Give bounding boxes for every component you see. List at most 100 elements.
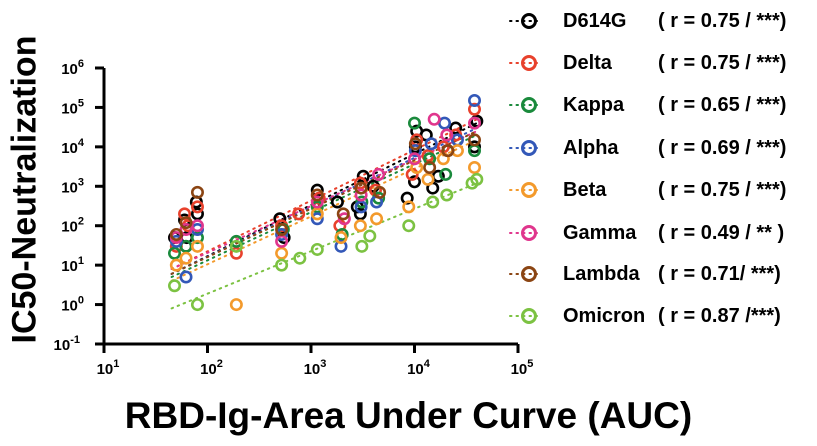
y-tick-label: 100 <box>61 295 84 315</box>
point-lambda <box>373 185 387 199</box>
point-gamma <box>372 167 386 181</box>
legend-item-alpha: Alpha ( r = 0.69 / ***) <box>507 133 786 163</box>
legend-correlation: ( r = 0.87 /***) <box>658 304 781 327</box>
legend-correlation: ( r = 0.71/ ***) <box>658 262 781 285</box>
legend-item-omicron: Omicron ( r = 0.87 /***) <box>507 301 781 331</box>
point-gamma <box>190 219 204 233</box>
point-alpha <box>468 93 482 107</box>
point-beta <box>229 298 243 312</box>
data-points <box>168 93 484 312</box>
point-beta <box>370 212 384 226</box>
y-tick-label: 105 <box>61 97 84 117</box>
legend-marker <box>507 175 563 205</box>
point-kappa <box>423 152 437 166</box>
point-beta <box>169 258 183 272</box>
point-alpha <box>354 200 368 214</box>
point-omicron <box>355 239 369 253</box>
x-tick-label: 102 <box>200 358 223 378</box>
legend-series-name: Beta <box>563 178 607 201</box>
point-omicron <box>470 172 484 186</box>
legend-item-beta: Beta ( r = 0.75 / ***) <box>507 175 786 205</box>
legend-item-kappa: Kappa ( r = 0.65 / ***) <box>507 90 786 120</box>
point-lambda <box>408 137 422 151</box>
point-beta <box>421 172 435 186</box>
point-alpha <box>310 212 324 226</box>
point-lambda <box>179 216 193 230</box>
legend-item-delta: Delta ( r = 0.75 / ***) <box>507 48 786 78</box>
point-kappa <box>407 116 421 130</box>
trend-line-omicron <box>170 182 478 310</box>
y-tick-label: 102 <box>61 216 84 236</box>
legend-item-gamma: Gamma ( r = 0.49 / ** ) <box>507 218 784 248</box>
y-ticks: 10-1 100 101 102 103 104 105 106 <box>54 58 104 354</box>
y-tick-label: 101 <box>61 255 84 275</box>
point-delta <box>229 246 243 260</box>
point-beta <box>353 219 367 233</box>
point-d614g <box>310 183 324 197</box>
legend-correlation: ( r = 0.69 / ***) <box>658 136 787 159</box>
point-lambda <box>354 181 368 195</box>
point-omicron <box>229 239 243 253</box>
legend-correlation: ( r = 0.75 / ***) <box>658 178 787 201</box>
x-tick-label: 103 <box>304 358 327 378</box>
point-omicron <box>293 251 307 265</box>
point-gamma <box>427 112 441 126</box>
point-gamma <box>275 234 289 248</box>
x-axis-label: RBD-Ig-Area Under Curve (AUC) <box>124 395 693 436</box>
x-tick-label: 104 <box>407 358 431 378</box>
legend-correlation: ( r = 0.49 / ** ) <box>658 221 785 244</box>
point-lambda <box>275 223 289 237</box>
point-lambda <box>310 188 324 202</box>
point-kappa <box>190 231 204 245</box>
point-beta <box>179 251 193 265</box>
point-omicron <box>310 242 324 256</box>
point-delta <box>353 176 367 190</box>
point-alpha <box>424 137 438 151</box>
point-d614g <box>400 191 414 205</box>
point-lambda <box>423 160 437 174</box>
point-omicron <box>168 279 182 293</box>
legend-marker <box>507 218 563 248</box>
point-lambda <box>336 207 350 221</box>
y-axis-label: IC50-Neutralization <box>5 35 44 344</box>
point-lambda <box>169 227 183 241</box>
point-alpha <box>408 144 422 158</box>
point-omicron <box>275 258 289 272</box>
legend-series-name: Kappa <box>563 93 625 116</box>
point-gamma <box>440 128 454 142</box>
legend-marker <box>507 90 563 120</box>
point-delta <box>190 200 204 214</box>
point-lambda <box>468 133 482 147</box>
point-gamma <box>468 116 482 130</box>
point-delta <box>292 207 306 221</box>
point-omicron <box>426 195 440 209</box>
point-kappa <box>439 167 453 181</box>
point-d614g <box>330 195 344 209</box>
legend-series-name: Omicron <box>563 304 646 327</box>
legend-marker <box>507 301 563 331</box>
point-kappa <box>229 234 243 248</box>
point-delta <box>178 207 192 221</box>
point-d614g <box>356 169 370 183</box>
point-lambda <box>441 144 455 158</box>
legend-marker <box>507 259 563 289</box>
point-gamma <box>354 188 368 202</box>
legend-series-name: Gamma <box>563 221 637 244</box>
point-alpha <box>179 270 193 284</box>
point-alpha <box>438 116 452 130</box>
point-d614g <box>470 114 484 128</box>
point-delta <box>468 102 482 116</box>
point-d614g <box>190 207 204 221</box>
legend-series-name: Lambda <box>563 262 640 285</box>
point-beta <box>310 207 324 221</box>
point-kappa <box>355 195 369 209</box>
legend-marker <box>507 48 563 78</box>
legend-series-name: Delta <box>563 51 612 74</box>
y-tick-label: 106 <box>61 58 84 78</box>
legend-series-name: D614G <box>563 9 627 32</box>
point-alpha <box>334 239 348 253</box>
y-tick-label: 103 <box>61 176 84 196</box>
point-omicron <box>402 219 416 233</box>
legend-item-d614g: D614G ( r = 0.75 / ***) <box>507 6 786 36</box>
